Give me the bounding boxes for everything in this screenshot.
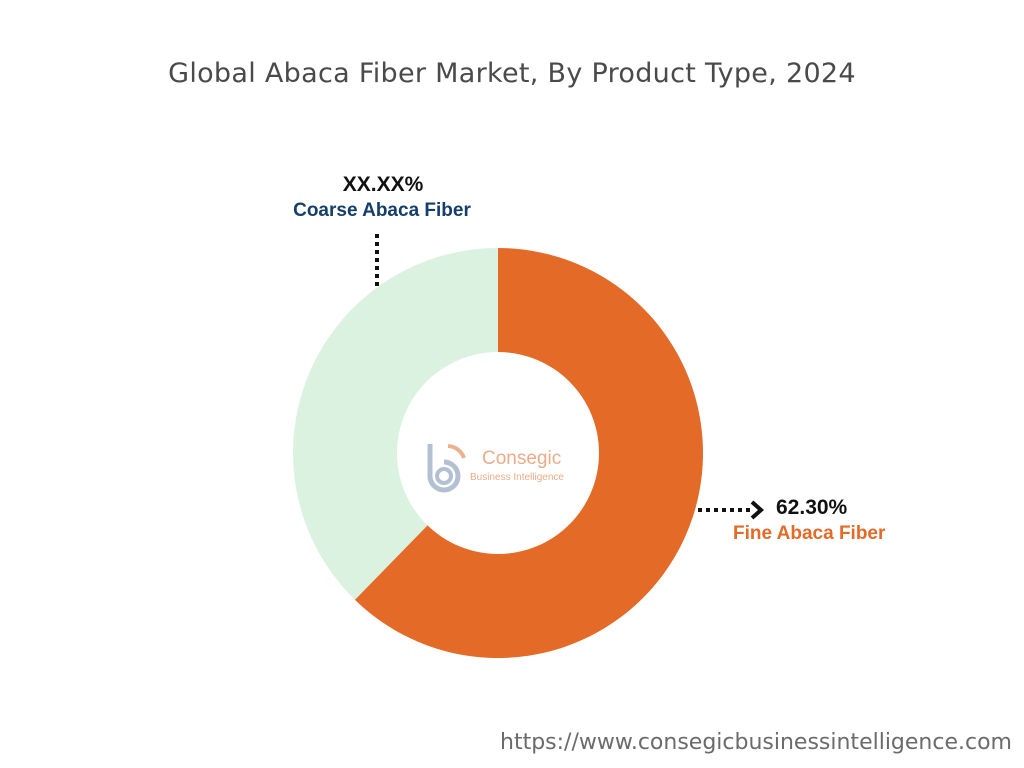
fine-leader-arrow-icon bbox=[750, 500, 765, 520]
watermark-logo: Consegic Business Intelligence bbox=[418, 436, 608, 496]
logo-name: Consegic bbox=[482, 448, 562, 469]
fine-name-label: Fine Abaca Fiber bbox=[733, 523, 886, 544]
logo-tagline: Business Intelligence bbox=[470, 472, 564, 483]
coarse-name-label: Coarse Abaca Fiber bbox=[293, 200, 471, 221]
donut-hole bbox=[397, 352, 599, 554]
coarse-value-label: XX.XX% bbox=[342, 173, 424, 196]
fine-value-label: 62.30% bbox=[776, 496, 848, 519]
chart-title: Global Abaca Fiber Market, By Product Ty… bbox=[168, 58, 856, 89]
slice-coarse-abaca-fiber bbox=[293, 248, 498, 600]
footer-url: https://www.consegicbusinessintelligence… bbox=[500, 730, 1012, 755]
logo-mark-icon bbox=[427, 444, 466, 493]
